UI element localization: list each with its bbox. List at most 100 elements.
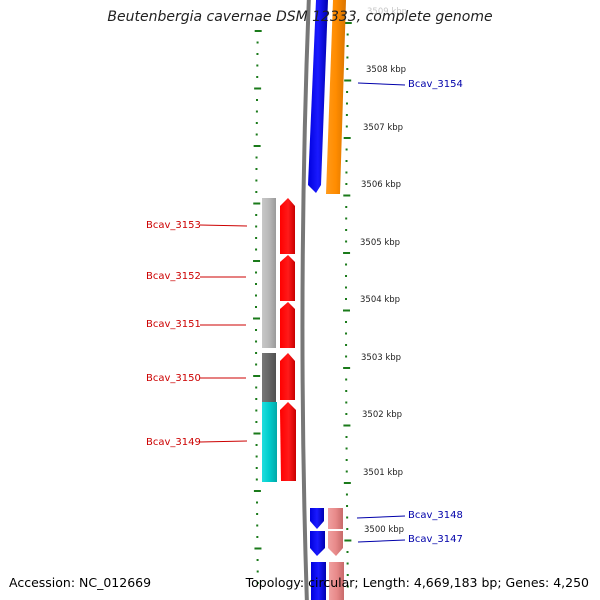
minor-tick bbox=[255, 329, 258, 331]
scale-label: 3502 kbp bbox=[362, 410, 402, 420]
minor-tick bbox=[345, 390, 348, 392]
genome-title: Beutenbergia cavernae DSM 12333, complet… bbox=[107, 9, 493, 25]
minor-tick bbox=[345, 344, 348, 346]
minor-tick bbox=[256, 64, 259, 67]
minor-tick bbox=[345, 102, 348, 105]
minor-tick bbox=[256, 41, 259, 44]
major-tick bbox=[343, 424, 351, 427]
minor-tick bbox=[345, 298, 348, 300]
minor-tick bbox=[346, 505, 349, 507]
minor-tick bbox=[255, 444, 258, 446]
gene-arrow-bcav-3153[interactable] bbox=[280, 198, 295, 254]
track-bar-dark-gray bbox=[262, 353, 276, 402]
minor-tick bbox=[345, 171, 348, 174]
outer-tick-track bbox=[343, 22, 352, 588]
major-tick bbox=[253, 317, 261, 320]
track-bar-pink-1 bbox=[328, 508, 343, 529]
gene-arrow-bcav-3147[interactable] bbox=[310, 531, 325, 556]
gene-arrow-bcav-3150[interactable] bbox=[280, 353, 295, 400]
minor-tick bbox=[255, 156, 258, 159]
minor-tick bbox=[255, 191, 258, 193]
major-tick bbox=[343, 137, 351, 139]
gene-label-bcav-3151[interactable]: Bcav_3151 bbox=[146, 319, 201, 330]
minor-tick bbox=[345, 206, 348, 208]
gene-label-bcav-3154[interactable]: Bcav_3154 bbox=[408, 79, 463, 90]
gene-label-bcav-3147[interactable]: Bcav_3147 bbox=[408, 534, 463, 545]
minor-tick bbox=[345, 413, 348, 415]
gene-arrow-bcav-3149[interactable] bbox=[280, 402, 296, 481]
major-tick bbox=[343, 367, 351, 369]
minor-tick bbox=[346, 574, 349, 576]
inner-tick-track bbox=[253, 30, 262, 584]
minor-tick bbox=[256, 99, 259, 101]
minor-tick bbox=[345, 114, 348, 116]
minor-tick bbox=[255, 409, 258, 412]
minor-tick bbox=[345, 447, 348, 450]
major-tick bbox=[344, 539, 352, 542]
scale-label: 3508 kbp bbox=[366, 65, 406, 75]
genome-backbone bbox=[300, 0, 311, 600]
minor-tick bbox=[255, 421, 258, 423]
major-tick bbox=[253, 490, 261, 492]
minor-tick bbox=[345, 217, 348, 220]
minor-tick bbox=[346, 551, 349, 553]
minor-tick bbox=[255, 478, 258, 481]
gene-label-bcav-3150[interactable]: Bcav_3150 bbox=[146, 373, 201, 384]
minor-tick bbox=[346, 68, 349, 70]
left-gene-labels: Bcav_3153 Bcav_3152 Bcav_3151 Bcav_3150 … bbox=[146, 220, 248, 448]
minor-tick bbox=[255, 467, 258, 469]
major-tick bbox=[343, 482, 351, 484]
minor-tick bbox=[345, 493, 348, 496]
minor-tick bbox=[346, 56, 349, 59]
major-tick bbox=[343, 194, 351, 197]
minor-tick bbox=[255, 398, 258, 400]
minor-tick bbox=[256, 513, 259, 515]
minor-tick bbox=[255, 237, 258, 239]
minor-tick bbox=[255, 110, 258, 113]
minor-tick bbox=[346, 562, 349, 565]
scale-label: 3500 kbp bbox=[364, 525, 404, 535]
gene-label-bcav-3153[interactable]: Bcav_3153 bbox=[146, 220, 201, 231]
minor-tick bbox=[345, 401, 348, 404]
minor-tick bbox=[345, 275, 348, 277]
scale-label-top: 3509 kbp bbox=[367, 7, 407, 17]
gene-label-bcav-3149[interactable]: Bcav_3149 bbox=[146, 437, 201, 448]
minor-tick bbox=[255, 340, 258, 343]
gene-arrow-bcav-3151[interactable] bbox=[280, 302, 295, 348]
minor-tick bbox=[256, 536, 259, 538]
minor-tick bbox=[256, 559, 259, 561]
right-gene-labels: Bcav_3154 Bcav_3148 Bcav_3147 bbox=[356, 79, 463, 545]
gene-label-bcav-3152[interactable]: Bcav_3152 bbox=[146, 271, 201, 282]
major-tick bbox=[253, 375, 261, 377]
topology-text: Topology: circular; Length: 4,669,183 bp… bbox=[245, 575, 589, 590]
minor-tick bbox=[346, 91, 349, 93]
major-tick bbox=[254, 87, 262, 90]
major-tick bbox=[253, 145, 261, 147]
minor-tick bbox=[345, 286, 348, 289]
scale-labels: 3509 kbp 3508 kbp 3507 kbp 3506 kbp 3505… bbox=[360, 7, 407, 535]
track-bar-pink-2 bbox=[328, 531, 343, 556]
minor-tick bbox=[255, 168, 258, 170]
major-tick bbox=[343, 309, 351, 312]
minor-tick bbox=[255, 214, 258, 216]
minor-tick bbox=[345, 436, 348, 438]
accession-text: Accession: NC_012669 bbox=[9, 575, 152, 590]
gene-label-bcav-3148[interactable]: Bcav_3148 bbox=[408, 510, 463, 521]
minor-tick bbox=[255, 386, 258, 389]
scale-label: 3503 kbp bbox=[361, 353, 401, 363]
major-tick bbox=[344, 79, 352, 82]
minor-tick bbox=[255, 248, 258, 251]
minor-tick bbox=[255, 283, 258, 285]
gene-arrow-bcav-3148[interactable] bbox=[310, 508, 324, 529]
minor-tick bbox=[256, 570, 259, 573]
minor-tick bbox=[255, 271, 258, 274]
gene-bar-blue-top bbox=[308, 0, 328, 193]
minor-tick bbox=[345, 263, 348, 266]
minor-tick bbox=[345, 160, 348, 162]
minor-tick bbox=[256, 76, 259, 78]
minor-tick bbox=[255, 306, 258, 308]
minor-tick bbox=[255, 363, 258, 366]
gene-arrow-bcav-3152[interactable] bbox=[280, 255, 295, 301]
minor-tick bbox=[255, 352, 258, 354]
